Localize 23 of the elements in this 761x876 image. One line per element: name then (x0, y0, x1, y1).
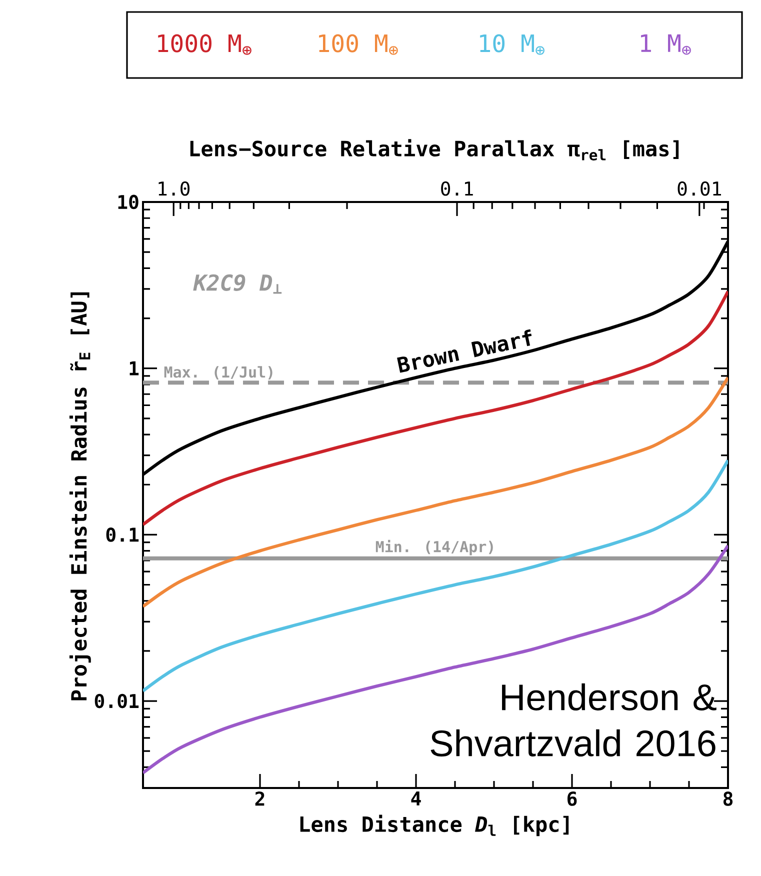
y-tick-label: 1 (130, 361, 139, 376)
text: 1.0 (158, 181, 190, 196)
text: 0.1 (441, 181, 473, 196)
y-tick-label: 10 (118, 194, 138, 210)
x-tick-label: 8 (723, 792, 733, 806)
ref-line-label: Min. (14/Apr) (376, 540, 493, 556)
text: Lens−Source Relative Parallax π$_{rel}$ [mas] (190, 139, 679, 160)
y-tick-label: 0.01 (94, 694, 139, 708)
text: 10 M$_{⊕}$ (480, 34, 544, 55)
ref-line-label: Max. (1/Jul) (164, 366, 272, 380)
text: Brown Dwarf (397, 329, 532, 373)
text: 100 M$_{⊕}$ (319, 34, 398, 55)
x-tick-label: 6 (568, 792, 577, 806)
annotation: K2C9 D$_{⊥}$ (193, 274, 282, 294)
x-tick-label: 2 (255, 792, 264, 806)
text: 1 M$_{⊕}$ (641, 34, 691, 55)
text: 1000 M$_{⊕}$ (158, 34, 252, 55)
y-tick-label: 0.1 (106, 527, 139, 542)
text: 0.01 (678, 181, 721, 196)
text: Lens Distance D$_{l}$ [kpc] (300, 814, 569, 836)
x-tick-label: 4 (411, 792, 421, 806)
text: Projected Einstein Radius r̃$_{E}$ [AU] (69, 292, 91, 700)
annotation: Henderson & Shvartzvald 2016 (430, 683, 716, 756)
